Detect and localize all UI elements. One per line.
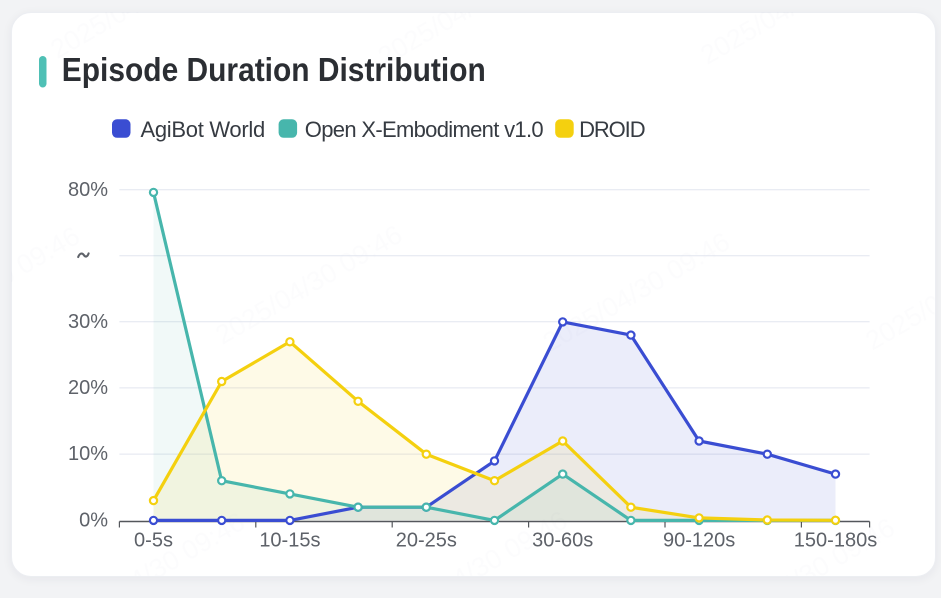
svg-text:DROID: DROID [579,117,645,142]
svg-text:90-120s: 90-120s [663,530,735,552]
svg-text:30%: 30% [68,311,108,333]
svg-text:80%: 80% [68,179,108,201]
svg-text:20-25s: 20-25s [396,530,457,552]
svg-text:Episode Duration Distribution: Episode Duration Distribution [62,50,486,88]
svg-text:30-60s: 30-60s [532,530,593,552]
svg-text:150-180s: 150-180s [794,530,877,552]
svg-text:10%: 10% [68,443,108,465]
svg-text:AgiBot World: AgiBot World [141,117,265,142]
svg-text:20%: 20% [68,377,108,399]
svg-text:0-5s: 0-5s [134,530,173,552]
svg-text:10-15s: 10-15s [259,530,320,552]
svg-text:0%: 0% [79,509,108,531]
svg-text:Open X-Embodiment v1.0: Open X-Embodiment v1.0 [305,117,544,142]
